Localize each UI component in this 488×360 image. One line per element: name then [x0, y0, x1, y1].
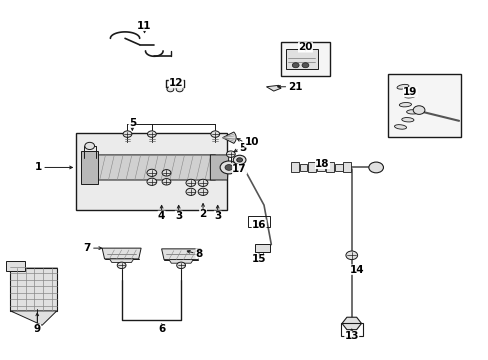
Text: 8: 8 [195, 248, 203, 258]
Circle shape [147, 131, 156, 137]
Bar [334, 163, 342, 171]
Text: 7: 7 [83, 243, 91, 253]
Text: 15: 15 [251, 254, 266, 264]
Text: 19: 19 [402, 87, 417, 97]
Circle shape [84, 142, 94, 149]
Text: 6: 6 [158, 324, 165, 334]
Bar [325, 162, 333, 172]
Text: 18: 18 [315, 159, 329, 169]
Ellipse shape [404, 94, 415, 98]
Circle shape [162, 170, 170, 176]
Circle shape [117, 262, 126, 269]
Circle shape [176, 87, 183, 92]
Circle shape [345, 251, 357, 260]
Polygon shape [266, 85, 281, 91]
Bar [387, 74, 461, 137]
Polygon shape [81, 150, 98, 184]
Circle shape [198, 188, 207, 195]
Text: 12: 12 [169, 78, 183, 88]
Text: 13: 13 [344, 331, 358, 341]
Polygon shape [10, 311, 57, 325]
Bar [5, 261, 25, 271]
Circle shape [185, 179, 195, 186]
Polygon shape [222, 132, 236, 143]
Circle shape [185, 188, 195, 195]
Text: 20: 20 [298, 42, 312, 52]
Ellipse shape [401, 118, 413, 122]
Circle shape [233, 155, 245, 165]
Text: 16: 16 [251, 220, 266, 230]
Bar [343, 162, 350, 172]
Ellipse shape [406, 110, 418, 114]
Bar [255, 244, 269, 252]
Text: 10: 10 [244, 138, 259, 147]
Bar [248, 216, 270, 226]
Text: 3: 3 [214, 211, 221, 221]
Circle shape [166, 87, 173, 92]
Ellipse shape [394, 125, 406, 129]
Circle shape [210, 131, 219, 137]
Bar [76, 134, 227, 211]
Circle shape [412, 106, 424, 114]
Bar [281, 42, 329, 76]
Circle shape [220, 161, 237, 174]
Text: 21: 21 [288, 82, 302, 92]
Circle shape [302, 63, 308, 68]
Circle shape [147, 169, 157, 176]
Circle shape [162, 179, 170, 185]
Text: 14: 14 [348, 265, 363, 275]
Polygon shape [161, 249, 200, 260]
Polygon shape [168, 260, 193, 263]
Bar [340, 323, 362, 336]
Circle shape [224, 165, 232, 170]
Bar [299, 163, 307, 171]
Bar [290, 162, 298, 172]
Circle shape [123, 131, 132, 137]
Circle shape [236, 158, 242, 162]
Polygon shape [210, 155, 228, 180]
Circle shape [147, 178, 157, 185]
Circle shape [292, 63, 299, 68]
Text: 11: 11 [137, 21, 151, 31]
Circle shape [368, 162, 383, 173]
Polygon shape [102, 248, 141, 259]
Text: 5: 5 [128, 118, 136, 128]
Text: 9: 9 [34, 324, 41, 334]
Polygon shape [341, 317, 361, 330]
Bar [285, 49, 317, 69]
Ellipse shape [396, 84, 408, 89]
Circle shape [176, 262, 185, 269]
Ellipse shape [399, 103, 410, 107]
Circle shape [226, 151, 235, 157]
Text: 1: 1 [35, 162, 42, 172]
Bar [10, 268, 57, 311]
Bar [308, 162, 316, 172]
Polygon shape [109, 259, 134, 262]
Text: 17: 17 [232, 164, 246, 174]
Text: 5: 5 [239, 143, 246, 153]
Text: 3: 3 [175, 211, 182, 221]
Bar [317, 163, 325, 171]
Polygon shape [83, 155, 224, 180]
Circle shape [198, 179, 207, 186]
Text: 2: 2 [199, 209, 206, 219]
Text: 4: 4 [158, 211, 165, 221]
